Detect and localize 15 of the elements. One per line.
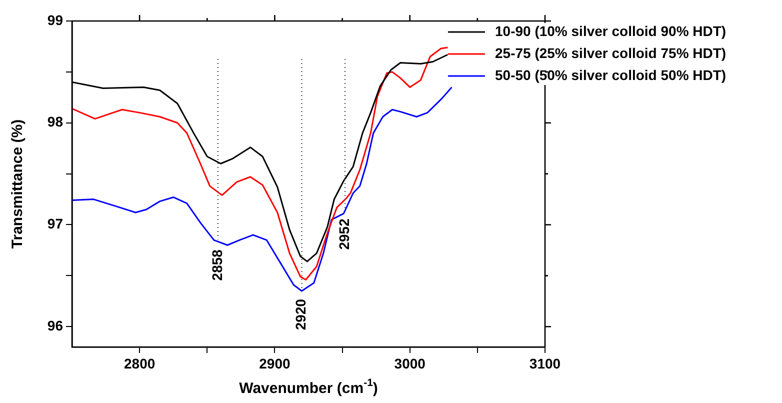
ref-line-label: 2858: [208, 249, 225, 281]
y-tick-label: 98: [47, 114, 64, 130]
y-tick-label: 99: [47, 12, 64, 28]
y-tick-label: 97: [47, 216, 64, 232]
legend-label: 25-75 (25% silver colloid 75% HDT): [495, 44, 726, 61]
x-tick-label: 2900: [259, 355, 290, 372]
x-tick-label: 2800: [124, 355, 156, 372]
ref-line-label: 2920: [292, 298, 309, 330]
y-tick-label: 96: [47, 317, 64, 334]
ref-line-label: 2952: [336, 218, 352, 250]
legend-label: 10-90 (10% silver colloid 90% HDT): [495, 22, 726, 39]
x-tick-label: 3000: [394, 355, 426, 372]
y-axis-title: Transmittance (%): [9, 119, 26, 249]
legend-label: 50-50 (50% silver colloid 50% HDT): [495, 66, 726, 83]
x-tick-label: 3100: [529, 355, 561, 372]
